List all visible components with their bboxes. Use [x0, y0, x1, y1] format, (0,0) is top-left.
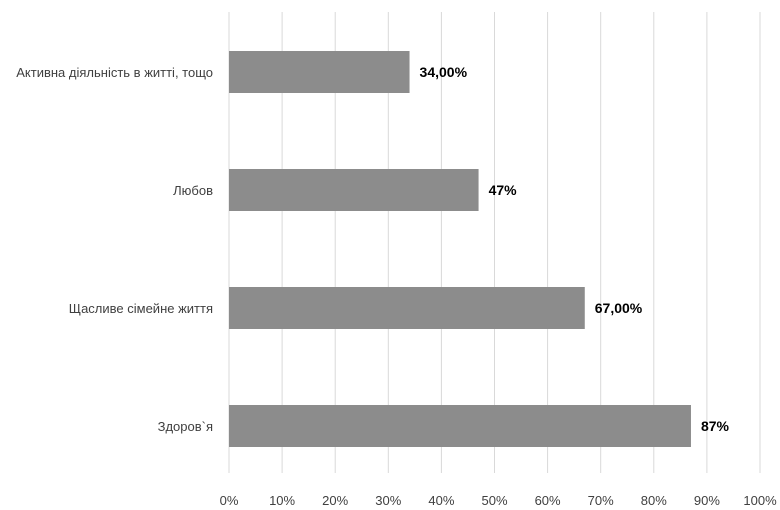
- bars: [229, 51, 691, 447]
- bar: [229, 169, 479, 211]
- bar: [229, 405, 691, 447]
- category-label: Активна діяльність в житті, тощо: [16, 65, 213, 80]
- x-tick-label: 40%: [428, 493, 454, 508]
- x-tick-label: 80%: [641, 493, 667, 508]
- bar: [229, 287, 585, 329]
- data-label: 34,00%: [420, 64, 468, 80]
- x-tick-label: 0%: [220, 493, 239, 508]
- x-tick-label: 70%: [588, 493, 614, 508]
- category-labels: Активна діяльність в житті, тощо Любов Щас…: [16, 65, 213, 434]
- x-tick-label: 20%: [322, 493, 348, 508]
- x-tick-label: 50%: [481, 493, 507, 508]
- data-label: 67,00%: [595, 300, 643, 316]
- category-label: Здоров`я: [158, 419, 213, 434]
- x-axis-tick-labels: 0% 10% 20% 30% 40% 50% 60% 70% 80% 90% 100%: [220, 493, 777, 508]
- category-label: Щасливе сімейне життя: [69, 301, 213, 316]
- data-label: 87%: [701, 418, 730, 434]
- data-labels: 34,00% 47% 67,00% 87%: [420, 64, 730, 434]
- data-label: 47%: [489, 182, 518, 198]
- x-tick-label: 60%: [535, 493, 561, 508]
- x-tick-label: 90%: [694, 493, 720, 508]
- category-label: Любов: [173, 183, 213, 198]
- x-tick-label: 30%: [375, 493, 401, 508]
- x-tick-label: 10%: [269, 493, 295, 508]
- x-tick-label: 100%: [743, 493, 777, 508]
- bar: [229, 51, 410, 93]
